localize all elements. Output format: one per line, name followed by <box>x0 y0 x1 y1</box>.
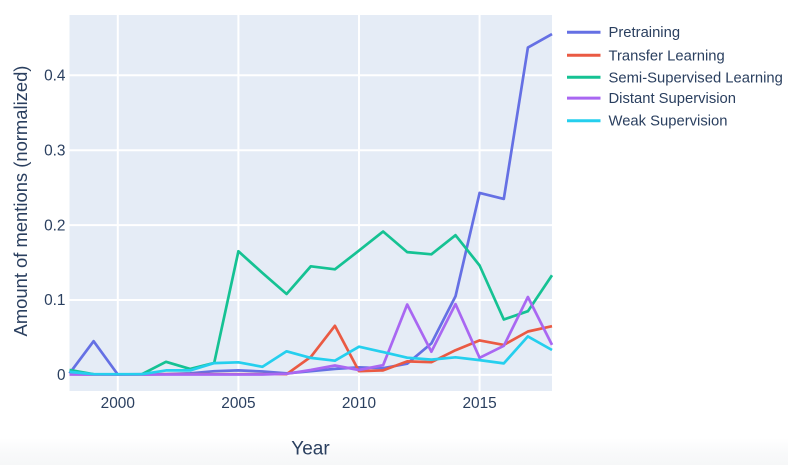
svg-text:Pretraining: Pretraining <box>609 25 681 41</box>
svg-text:Weak Supervision: Weak Supervision <box>609 114 728 130</box>
svg-text:0.4: 0.4 <box>44 68 66 85</box>
svg-text:Distant Supervision: Distant Supervision <box>609 91 736 107</box>
svg-text:Semi-Supervised Learning: Semi-Supervised Learning <box>609 70 783 86</box>
svg-text:0.2: 0.2 <box>44 217 65 234</box>
svg-text:Year: Year <box>291 438 330 459</box>
svg-text:0.3: 0.3 <box>44 142 65 159</box>
svg-text:2010: 2010 <box>342 395 376 412</box>
svg-text:Amount of mentions (normalized: Amount of mentions (normalized) <box>10 66 31 337</box>
svg-text:2015: 2015 <box>462 395 496 412</box>
svg-text:Transfer Learning: Transfer Learning <box>609 48 725 64</box>
svg-text:0.1: 0.1 <box>44 292 65 309</box>
svg-text:2000: 2000 <box>101 395 135 412</box>
svg-text:0: 0 <box>57 367 66 384</box>
svg-text:2005: 2005 <box>221 395 255 412</box>
